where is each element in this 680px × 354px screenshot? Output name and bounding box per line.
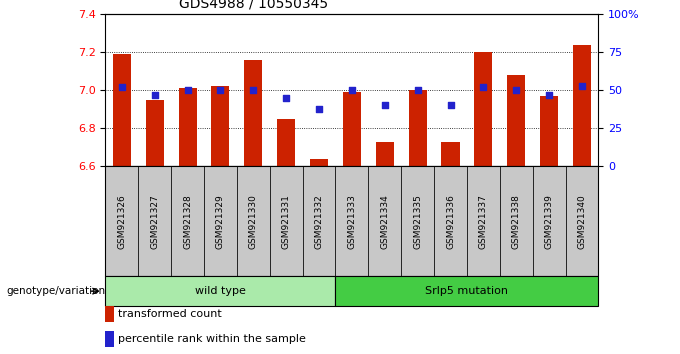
Bar <box>343 92 361 166</box>
Bar <box>540 96 558 166</box>
Bar <box>573 45 591 166</box>
Text: GSM921329: GSM921329 <box>216 194 225 249</box>
Text: GSM921328: GSM921328 <box>183 194 192 249</box>
Text: wild type: wild type <box>195 286 246 296</box>
Bar <box>179 88 197 166</box>
Point <box>150 92 160 98</box>
Point <box>346 87 358 93</box>
Point <box>445 103 456 108</box>
Bar <box>211 86 229 166</box>
Text: GSM921340: GSM921340 <box>577 194 586 249</box>
Text: GSM921330: GSM921330 <box>249 194 258 249</box>
Text: GSM921335: GSM921335 <box>413 194 422 249</box>
Bar <box>409 90 426 166</box>
Point <box>412 87 423 93</box>
Point <box>313 106 324 112</box>
Text: Srlp5 mutation: Srlp5 mutation <box>426 286 509 296</box>
Text: GSM921339: GSM921339 <box>545 194 554 249</box>
Text: GSM921327: GSM921327 <box>150 194 159 249</box>
Point <box>379 103 390 108</box>
Text: transformed count: transformed count <box>118 309 222 319</box>
Text: GSM921333: GSM921333 <box>347 194 356 249</box>
Point <box>182 87 193 93</box>
Bar <box>376 142 394 166</box>
Text: GSM921338: GSM921338 <box>512 194 521 249</box>
Text: GDS4988 / 10550345: GDS4988 / 10550345 <box>179 0 328 11</box>
Bar <box>441 142 460 166</box>
Text: GSM921331: GSM921331 <box>282 194 290 249</box>
Text: GSM921337: GSM921337 <box>479 194 488 249</box>
Point <box>215 87 226 93</box>
Point <box>544 92 555 98</box>
Bar <box>475 52 492 166</box>
Bar <box>244 60 262 166</box>
Bar <box>113 54 131 166</box>
Text: percentile rank within the sample: percentile rank within the sample <box>118 334 305 344</box>
Point <box>478 84 489 90</box>
Point <box>281 95 292 101</box>
Point <box>577 83 588 88</box>
Text: GSM921326: GSM921326 <box>118 194 126 249</box>
Text: GSM921336: GSM921336 <box>446 194 455 249</box>
Text: genotype/variation: genotype/variation <box>7 286 106 296</box>
Text: GSM921332: GSM921332 <box>315 194 324 249</box>
Bar <box>310 159 328 166</box>
Text: GSM921334: GSM921334 <box>380 194 389 249</box>
Bar <box>146 100 164 166</box>
Point <box>248 87 258 93</box>
Bar <box>277 119 295 166</box>
Point <box>511 87 522 93</box>
Bar <box>507 75 525 166</box>
Point <box>116 84 127 90</box>
